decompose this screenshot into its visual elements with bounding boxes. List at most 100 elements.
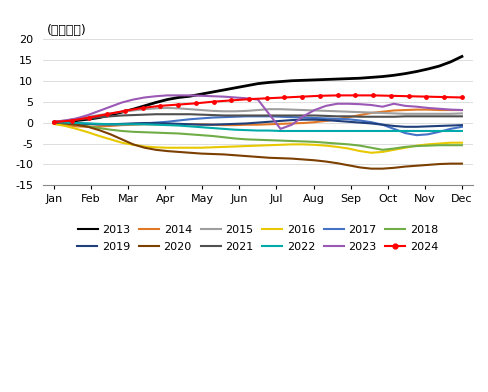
2013: [322, 77, 328, 82]
2022: [390, 129, 396, 133]
2016: [130, 142, 136, 147]
2013: [119, 110, 124, 114]
2018: [96, 126, 102, 131]
2015: [266, 107, 272, 112]
2024: [299, 94, 305, 99]
2024: [104, 112, 110, 116]
2015: [62, 118, 68, 123]
2018: [153, 130, 159, 135]
2018: [288, 139, 294, 143]
2021: [413, 114, 419, 119]
Legend: 2019, 2020, 2021, 2022, 2023, 2024: 2019, 2020, 2021, 2022, 2023, 2024: [73, 238, 442, 257]
2020: [266, 155, 272, 160]
2016: [402, 145, 407, 150]
2019: [367, 121, 373, 126]
2017: [447, 127, 452, 131]
2016: [153, 145, 159, 150]
Line: 2024: 2024: [51, 93, 464, 125]
2019: [334, 118, 340, 123]
2020: [153, 147, 159, 152]
2019: [266, 120, 272, 124]
2021: [119, 113, 124, 118]
2018: [435, 143, 441, 147]
2015: [254, 108, 260, 113]
2015: [413, 111, 419, 116]
2016: [232, 144, 238, 149]
2017: [164, 120, 170, 124]
2019: [51, 120, 57, 125]
2015: [164, 105, 170, 110]
2016: [322, 143, 328, 148]
Line: 2020: 2020: [54, 122, 461, 169]
2018: [85, 124, 91, 129]
2018: [232, 136, 238, 141]
2018: [379, 147, 385, 152]
2013: [142, 103, 147, 108]
Line: 2022: 2022: [54, 122, 461, 131]
2024: [281, 95, 287, 100]
2019: [175, 122, 181, 126]
2015: [221, 109, 226, 114]
2017: [198, 116, 203, 121]
2018: [345, 142, 351, 147]
Line: 2013: 2013: [54, 56, 461, 123]
2017: [232, 114, 238, 119]
2019: [119, 122, 124, 126]
2014: [186, 122, 192, 127]
2018: [266, 138, 272, 143]
2015: [119, 109, 124, 114]
2017: [175, 118, 181, 123]
2016: [243, 144, 249, 149]
2014: [390, 108, 396, 113]
2020: [402, 164, 407, 169]
2013: [85, 117, 91, 122]
2016: [221, 145, 226, 149]
2022: [232, 127, 238, 132]
2016: [266, 143, 272, 147]
2022: [209, 126, 215, 131]
2015: [198, 108, 203, 113]
2024: [334, 93, 340, 98]
2018: [402, 145, 407, 149]
2021: [243, 113, 249, 118]
2019: [345, 120, 351, 124]
2017: [322, 116, 328, 121]
2019: [142, 121, 147, 125]
2013: [209, 90, 215, 94]
2015: [458, 111, 464, 116]
2020: [198, 151, 203, 156]
2021: [379, 114, 385, 119]
2015: [243, 109, 249, 113]
2016: [209, 145, 215, 150]
2014: [232, 123, 238, 127]
2016: [356, 149, 362, 153]
2017: [62, 120, 68, 125]
2024: [140, 105, 145, 110]
2020: [322, 159, 328, 164]
2020: [107, 132, 113, 137]
2017: [186, 117, 192, 122]
2014: [356, 113, 362, 118]
2019: [198, 122, 203, 127]
2017: [390, 127, 396, 131]
2013: [62, 120, 68, 124]
2024: [175, 102, 181, 107]
2015: [96, 113, 102, 118]
2021: [62, 118, 68, 123]
2019: [390, 123, 396, 128]
2013: [356, 76, 362, 81]
2017: [413, 133, 419, 138]
2015: [153, 106, 159, 111]
2024: [405, 94, 411, 98]
2021: [186, 112, 192, 116]
2019: [221, 122, 226, 127]
Text: (万亿日元): (万亿日元): [47, 24, 86, 37]
2024: [68, 118, 74, 123]
2014: [51, 122, 57, 126]
2017: [277, 114, 283, 119]
2018: [221, 135, 226, 140]
2013: [424, 67, 430, 71]
2020: [209, 152, 215, 156]
2013: [51, 120, 57, 125]
2022: [266, 128, 272, 133]
